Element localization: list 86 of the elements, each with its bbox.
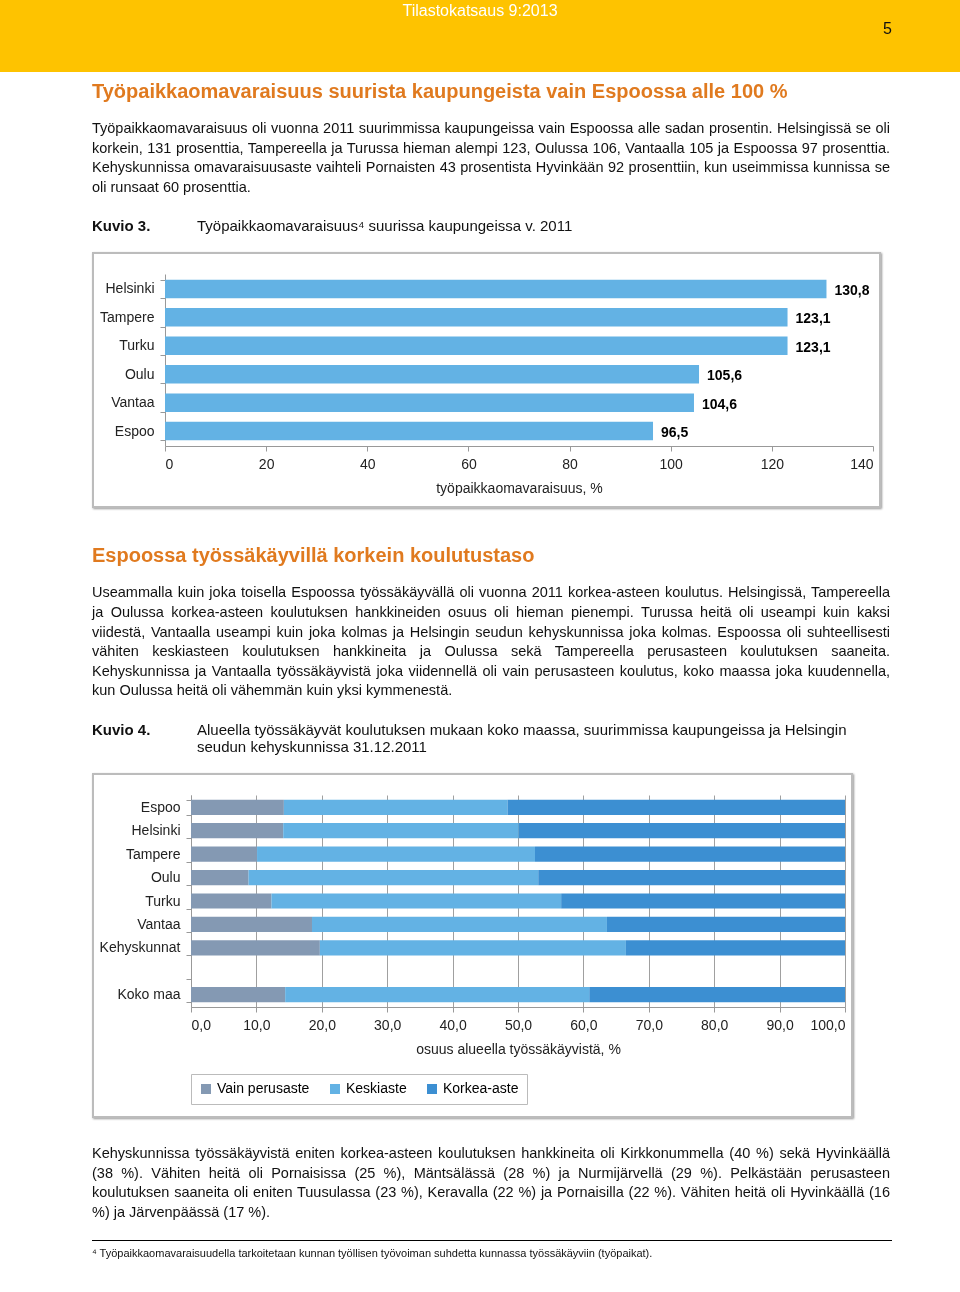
- bar: [191, 846, 258, 862]
- x-axis-title: osuus alueella työssäkäyvistä, %: [416, 1040, 621, 1057]
- text: Kuvio 4.: [92, 720, 152, 740]
- x-tick-label: 60,0: [570, 1016, 598, 1033]
- y-tick-label: Espoo: [140, 798, 181, 815]
- bar: [165, 308, 788, 327]
- bar: [589, 987, 845, 1003]
- x-axis-title: työpaikkaomavaraisuus, %: [436, 479, 603, 496]
- x-tick-label: 140: [850, 455, 874, 472]
- x-tick-label: 0: [165, 455, 174, 472]
- x-tick-label: 40: [360, 455, 376, 472]
- bar: [191, 893, 272, 909]
- y-tick-label: Tampere: [126, 845, 181, 862]
- text: Tilastokatsaus 9:2013: [401, 2, 559, 20]
- x-tick-label: 10,0: [243, 1016, 271, 1033]
- x-tick-label: 50,0: [504, 1016, 533, 1033]
- bar: [606, 916, 845, 932]
- x-tick-label: 40,0: [439, 1016, 467, 1033]
- bar: [191, 799, 284, 815]
- legend-label: Vain perusaste: [217, 1079, 310, 1096]
- bar: [191, 823, 284, 839]
- text: 5: [883, 20, 892, 38]
- bar: [248, 869, 539, 886]
- text: Työpaikkaomavaraisuus suurista kaupungeista vain Espoossa alle 100 %: [92, 80, 789, 103]
- bar: [257, 846, 535, 862]
- y-tick-label: Turku: [145, 892, 181, 909]
- text: Työpaikkaomavaraisuus oli vuonna 2011 suurimmissa kaupungeissa vain Espoossa alle sadan prosentin. Helsingissä se oli korkein, 131 prosenttia, Tampereella ja Turussa hieman alempi 123, Oulussa 106, Vantaalla 105 ja Espoossa 97 prosenttia. Kehyskunnissa omavaraisuusaste vaihteli Pornaisten 43 prosentista Hyvinkään 92 prosenttiin, kun useimmissa kunnissa se oli runsaat 60 prosenttia.: [92, 119, 890, 197]
- bar: [165, 336, 788, 356]
- bar: [283, 823, 519, 839]
- x-tick-label: 20,0: [308, 1016, 337, 1033]
- text: Useammalla kuin joka toisella Espoossa työssäkäyvällä oli vuonna 2011 korkea-asteen koulutus. Helsingissä, Tampereella ja Oulussa korkea-asteen koulutuksen hankkineiden osuus oli hieman pienempi. Turussa heitä oli useampi kuin kaksi viidestä, Vantaalla useampi kuin joka kolmas ja Helsingin seudun kehyskunnissa joka kolmas. Espoossa oli suhteellisesti vähiten keskiasteen koulutuksen hankkineita ja Oulussa sekä Tampereella perusasteen koulutuksen saaneita. Kehyskunnissa ja Vantaalla työssäkäyvistä joka viidennellä oli vain perusasteen koulutus, koko maassa joka kuudennella, kun Oulussa heitä oli vähemmän kuin yksi kymmenestä.: [92, 583, 890, 701]
- data-label: 104,6: [701, 396, 738, 413]
- x-tick-label: 100,0: [810, 1016, 846, 1033]
- bar: [311, 916, 607, 932]
- y-tick-label: Vantaa: [111, 394, 155, 411]
- y-tick-label: Tampere: [100, 309, 155, 326]
- x-tick-label: 90,0: [766, 1016, 794, 1033]
- bar: [165, 280, 827, 299]
- bar: [319, 940, 626, 956]
- bar: [165, 365, 700, 384]
- data-label: 96,5: [661, 424, 689, 441]
- y-tick-label: Helsinki: [105, 280, 155, 297]
- text: Kuvio 3.: [92, 217, 152, 235]
- bar: [518, 823, 845, 839]
- legend-label: Korkea-aste: [443, 1079, 519, 1096]
- y-tick-label: Koko maa: [117, 986, 181, 1003]
- legend-label: Keskiaste: [346, 1079, 407, 1096]
- bar: [191, 987, 286, 1003]
- chart-title: Alueella työssäkäyvät koulutuksen mukaan koko maassa, suurimmissa kaupungeissa ja Helsingin seudun kehyskunnissa 31.12.2011: [197, 720, 848, 755]
- x-tick-label: 30,0: [374, 1016, 402, 1033]
- x-tick-label: 20: [258, 455, 275, 472]
- x-tick-label: 70,0: [635, 1016, 664, 1033]
- text: Kehyskunnissa työssäkäyvistä eniten korkea-asteen koulutuksen hankkineita oli Kirkkonummella (40 %) sekä Hyvinkäällä (38 %). Vähiten heitä oli Pornaisissa (25 %), Mäntsälässä (28 %) ja Nurmijärvellä (29 %). Pelkästään perusasteen koulutuksen saaneita oli eniten Tuusulassa (23 %), Keravalla (22 %) ja Pornaisilla (22 %). Vähiten heitä oli Hyvinkäällä (16 %) ja Järvenpäässä (17 %).: [92, 1143, 890, 1222]
- data-label: 105,6: [707, 367, 743, 384]
- bar: [538, 869, 845, 886]
- bar: [507, 799, 845, 815]
- y-tick-label: Espoo: [114, 422, 155, 439]
- y-tick-label: Turku: [119, 337, 155, 354]
- y-tick-label: Oulu: [150, 869, 181, 886]
- bar: [285, 987, 590, 1003]
- bar: [283, 799, 508, 815]
- bar: [271, 893, 562, 909]
- text: Espoossa työssäkäyvillä korkein koulutustaso: [92, 544, 536, 568]
- chart-title: Työpaikkaomavaraisuus⁴ suurissa kaupungeissa v. 2011: [197, 217, 573, 235]
- x-tick-label: 120: [760, 455, 785, 472]
- bar: [561, 893, 845, 909]
- x-tick-label: 0,0: [191, 1016, 212, 1033]
- y-tick-label: Oulu: [124, 366, 155, 383]
- data-label: 123,1: [795, 339, 831, 356]
- y-tick-label: Helsinki: [131, 822, 181, 839]
- data-label: 123,1: [795, 310, 831, 327]
- x-tick-label: 80: [562, 455, 579, 472]
- bar: [165, 422, 654, 441]
- bar: [191, 916, 312, 932]
- bar: [191, 869, 249, 886]
- bar: [165, 393, 694, 413]
- bar: [625, 940, 845, 956]
- data-label: 130,8: [834, 282, 870, 299]
- text: ⁴ Työpaikkaomavaraisuudella tarkoitetaan kunnan työllisen työvoiman suhdetta kunnassa työssäkäyviin (työpaikat).: [92, 1240, 892, 1260]
- x-tick-label: 100: [659, 455, 684, 472]
- bar: [535, 846, 845, 862]
- bar: [191, 940, 320, 956]
- x-tick-label: 80,0: [701, 1016, 729, 1033]
- y-tick-label: Kehyskunnat: [99, 939, 181, 956]
- y-tick-label: Vantaa: [137, 915, 181, 932]
- x-tick-label: 60: [461, 455, 477, 472]
